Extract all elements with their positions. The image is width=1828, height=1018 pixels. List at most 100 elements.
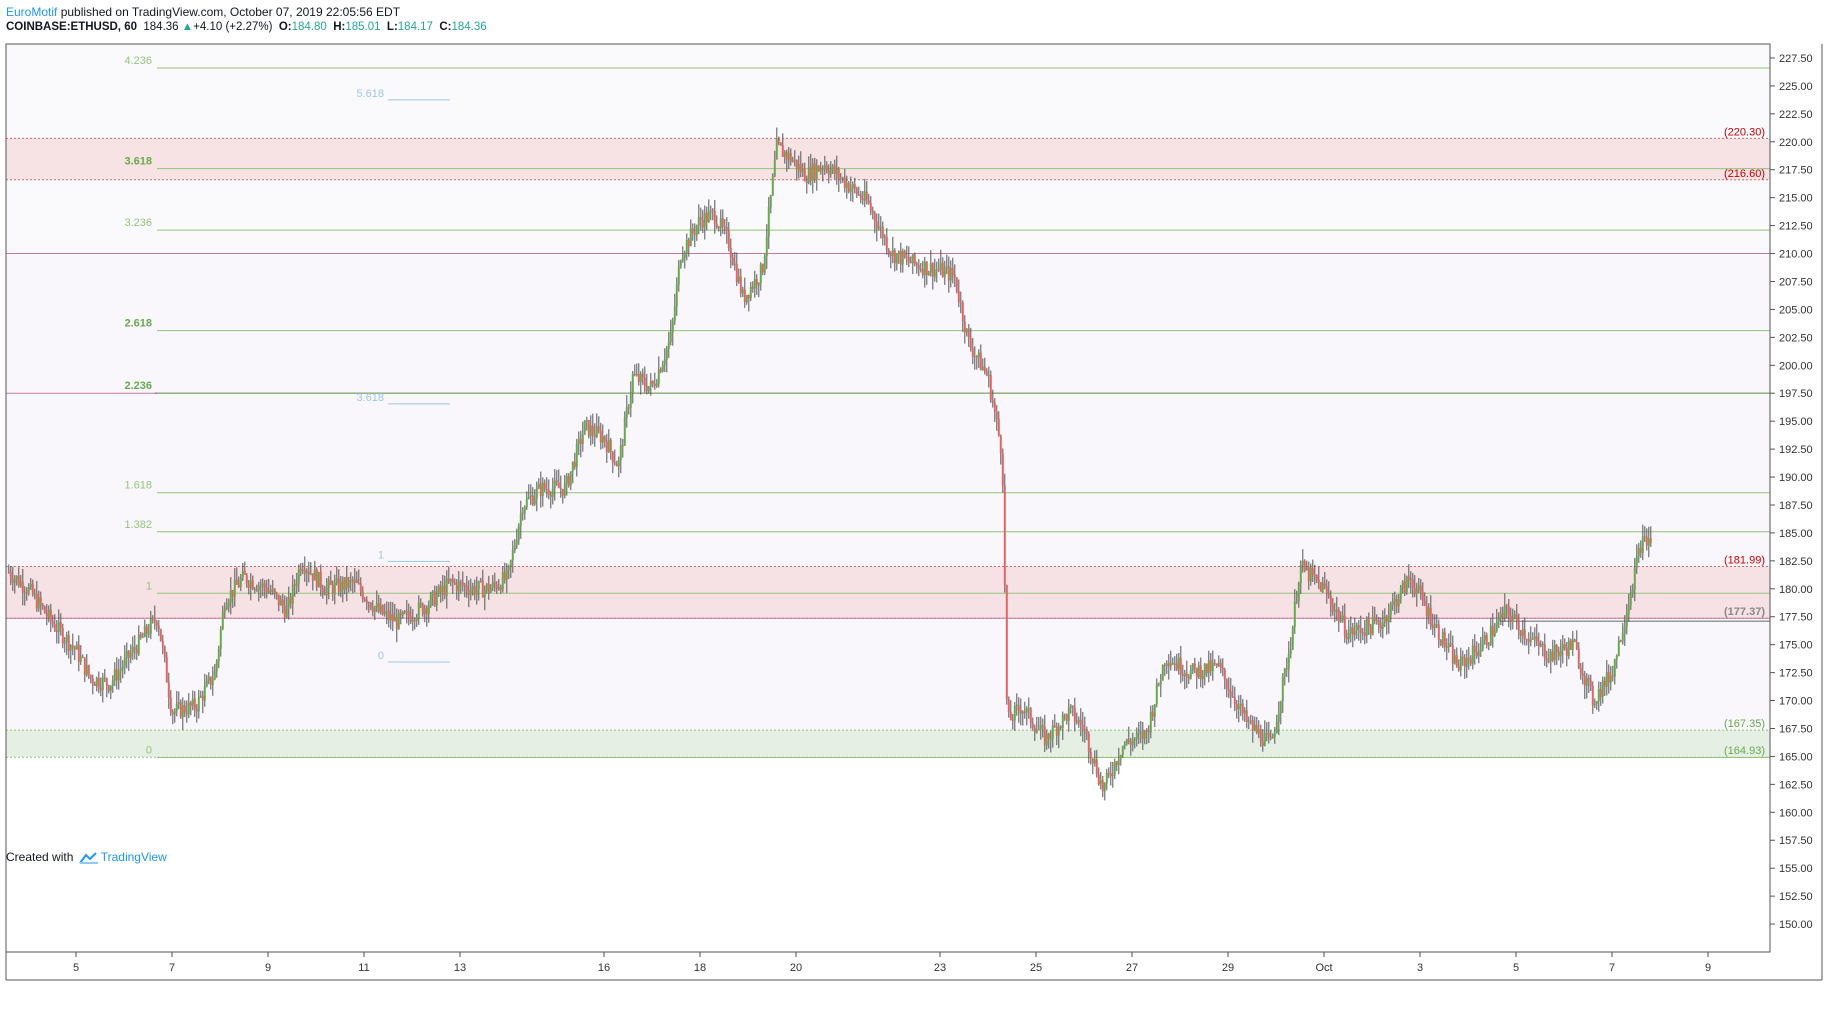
- candle-body: [603, 436, 606, 442]
- candle-body: [1529, 638, 1532, 643]
- candle-body: [1301, 560, 1304, 566]
- candle-body: [765, 236, 768, 257]
- candle-body: [1579, 667, 1582, 674]
- candle-body: [629, 393, 632, 408]
- candle-body: [1049, 739, 1052, 741]
- candle-body: [579, 438, 582, 444]
- candle-body: [1423, 600, 1426, 606]
- candle-body: [1591, 686, 1594, 706]
- candle-body: [133, 646, 136, 650]
- candle-body: [45, 613, 48, 617]
- candle-body: [107, 685, 110, 692]
- candle-body: [1231, 696, 1234, 698]
- candle-body: [1337, 609, 1340, 622]
- candle-body: [493, 581, 496, 585]
- x-tick-label-3: 11: [358, 962, 369, 974]
- candle-body: [1045, 733, 1048, 746]
- candle-body: [161, 640, 164, 647]
- candle-body: [1227, 688, 1230, 692]
- candle-body: [1467, 657, 1470, 660]
- candle-body: [1053, 725, 1056, 727]
- candle-body: [1115, 761, 1118, 765]
- candle-body: [253, 589, 256, 591]
- candle-body: [915, 263, 918, 266]
- candle-body: [183, 705, 186, 713]
- candle-body: [901, 251, 904, 265]
- candle-body: [407, 610, 410, 617]
- candle-body: [745, 295, 748, 303]
- candle-body: [213, 671, 216, 680]
- candle-body: [193, 698, 196, 710]
- candle-body: [221, 612, 224, 630]
- author-name[interactable]: EuroMotif: [6, 5, 58, 19]
- candle-body: [1111, 774, 1114, 777]
- candle-body: [163, 646, 166, 658]
- tradingview-brand[interactable]: TradingView: [100, 850, 167, 864]
- candle-body: [267, 590, 270, 593]
- candle-body: [857, 194, 860, 196]
- candle-body: [329, 580, 332, 585]
- candle-body: [793, 159, 796, 161]
- candle-body: [187, 702, 190, 715]
- candle-body: [1297, 583, 1300, 602]
- candle-body: [1265, 732, 1268, 734]
- candle-body: [55, 630, 58, 633]
- candle-body: [1391, 601, 1394, 605]
- candle-body: [1147, 731, 1150, 733]
- y-tick-label-21: 202.50: [1779, 332, 1813, 344]
- candle-body: [1443, 631, 1446, 648]
- candle-body: [17, 576, 20, 586]
- candle-body: [397, 612, 400, 630]
- candle-body: [1631, 589, 1634, 594]
- candle-body: [909, 261, 912, 264]
- price-label-5: (164.93): [1724, 745, 1765, 757]
- candle-body: [189, 702, 192, 706]
- candle-body: [1403, 581, 1406, 593]
- candle-body: [1247, 721, 1250, 723]
- candle-body: [531, 495, 534, 505]
- candle-body: [925, 261, 928, 276]
- candle-body: [919, 269, 922, 271]
- candle-body: [675, 284, 678, 307]
- candle-body: [471, 586, 474, 590]
- candle-body: [1245, 710, 1248, 722]
- candle-body: [1417, 585, 1420, 590]
- candle-body: [911, 254, 914, 264]
- candle-body: [11, 578, 14, 584]
- candle-body: [137, 634, 140, 654]
- candle-body: [245, 574, 248, 584]
- candle-body: [1221, 667, 1224, 670]
- candle-body: [825, 165, 828, 171]
- candle-body: [1121, 745, 1124, 756]
- candle-body: [609, 439, 612, 452]
- candle-body: [257, 586, 260, 591]
- candle-body: [1471, 645, 1474, 664]
- candle-body: [695, 225, 698, 235]
- candle-body: [1411, 579, 1414, 589]
- candle-body: [393, 617, 396, 622]
- candle-body: [455, 582, 458, 592]
- candle-body: [173, 711, 176, 715]
- candle-body: [829, 169, 832, 175]
- candle-body: [1149, 711, 1152, 733]
- candle-body: [1123, 744, 1126, 746]
- candle-body: [1489, 625, 1492, 645]
- y-tick-label-28: 220.00: [1779, 137, 1813, 149]
- candle-body: [1187, 676, 1190, 679]
- candle-body: [177, 702, 180, 704]
- candle-body: [1383, 616, 1386, 623]
- candle-body: [771, 175, 774, 196]
- candle-body: [431, 591, 434, 595]
- candle-body: [259, 586, 262, 588]
- candle-body: [1477, 651, 1480, 657]
- candle-body: [375, 603, 378, 607]
- candle-body: [583, 420, 586, 435]
- candle-body: [1643, 536, 1646, 538]
- candle-body: [653, 383, 656, 387]
- candle-body: [601, 436, 604, 443]
- footer: Created with TradingView: [6, 850, 167, 864]
- candle-body: [561, 488, 564, 496]
- candle-body: [1425, 605, 1428, 617]
- y-tick-label-13: 182.50: [1779, 556, 1813, 568]
